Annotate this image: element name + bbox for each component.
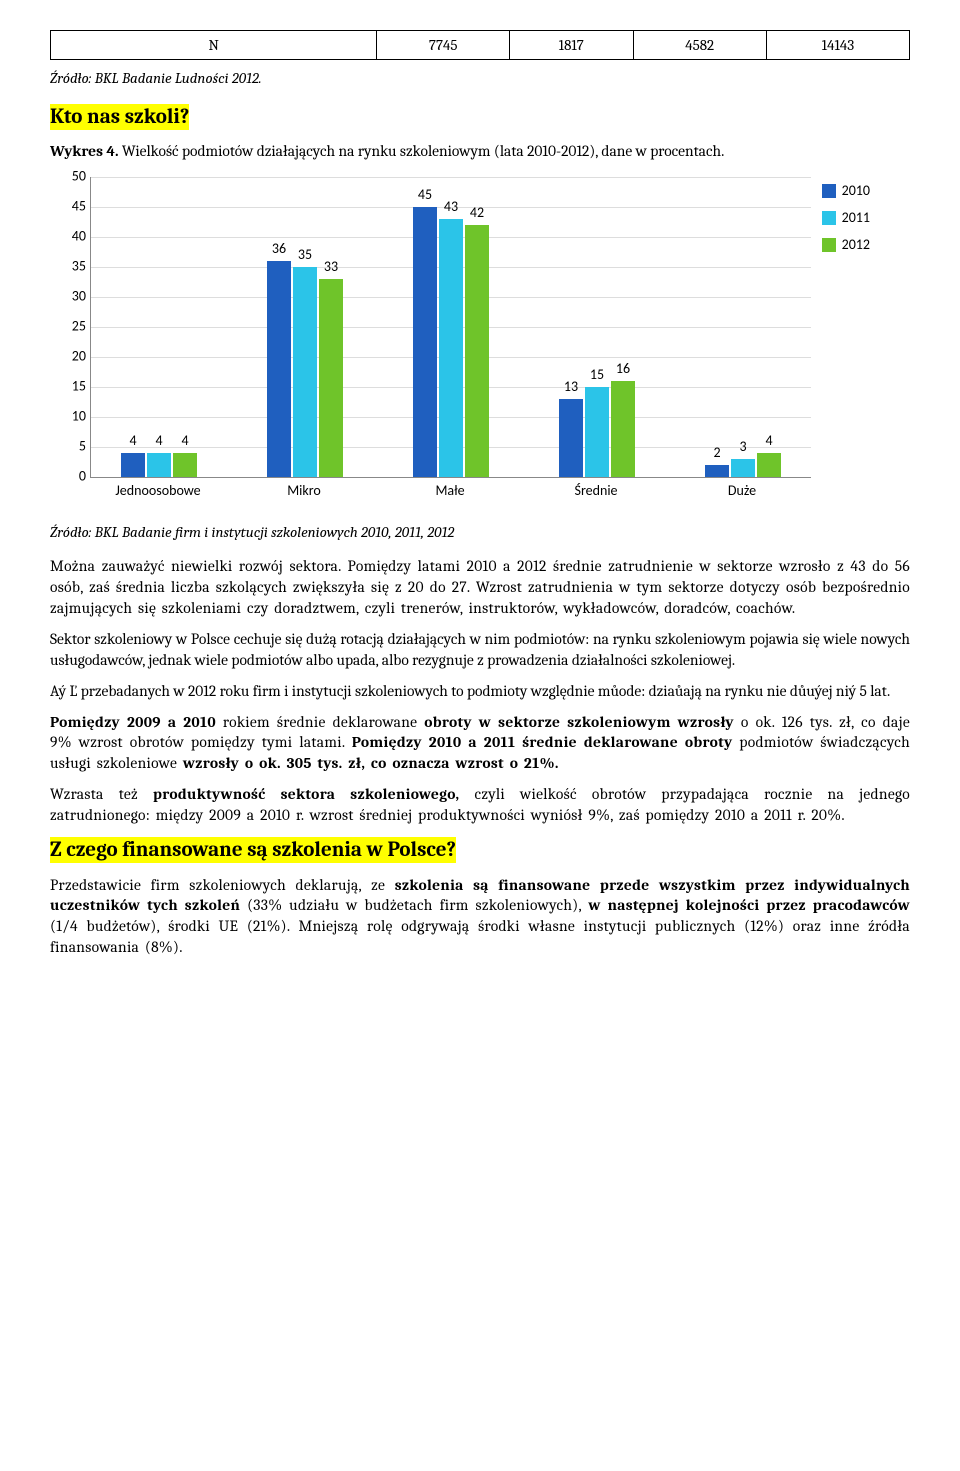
bold-text: produktywność sektora szkoleniowego, bbox=[153, 785, 459, 803]
table-cell: 14143 bbox=[766, 31, 909, 60]
chart-bar: 42 bbox=[465, 225, 489, 477]
chart-ytick: 0 bbox=[50, 467, 86, 486]
legend-swatch bbox=[822, 238, 836, 252]
source-note: Źródło: BKL Badanie firm i instytucji sz… bbox=[50, 522, 910, 542]
chart-bar-label: 42 bbox=[465, 204, 489, 223]
chart-ytick: 20 bbox=[50, 347, 86, 366]
chart-bar-label: 35 bbox=[293, 246, 317, 265]
chart-bar: 35 bbox=[293, 267, 317, 477]
chart-bar: 3 bbox=[731, 459, 755, 477]
chart-bar: 16 bbox=[611, 381, 635, 477]
chart-ytick: 5 bbox=[50, 437, 86, 456]
table-row: N 7745 1817 4582 14143 bbox=[51, 31, 910, 60]
chart-ytick: 25 bbox=[50, 317, 86, 336]
legend-label: 2012 bbox=[842, 236, 870, 255]
text-span: (1/4 budżetów), środki UE (21%). Mniejsz… bbox=[50, 917, 910, 956]
body-paragraph: Wzrasta też produktywność sektora szkole… bbox=[50, 784, 910, 826]
body-paragraph: Można zauważyć niewielki rozwój sektora.… bbox=[50, 556, 910, 619]
chart-bar-label: 16 bbox=[611, 360, 635, 379]
chart-bar-label: 3 bbox=[731, 438, 755, 457]
chart-ytick: 15 bbox=[50, 377, 86, 396]
chart-bar-label: 4 bbox=[121, 432, 145, 451]
chart-legend-item: 2010 bbox=[822, 182, 870, 201]
section-heading: Kto nas szkoli? bbox=[50, 103, 910, 131]
text-span: Przedstawicie firm szkoleniowych deklaru… bbox=[50, 876, 395, 894]
table-cell: 7745 bbox=[377, 31, 510, 60]
heading-highlight: Z czego finansowane są szkolenia w Polsc… bbox=[50, 837, 456, 863]
legend-label: 2011 bbox=[842, 209, 870, 228]
chart-bar-label: 4 bbox=[147, 432, 171, 451]
chart-category-label: Duże bbox=[728, 482, 756, 501]
chart-bar: 2 bbox=[705, 465, 729, 477]
chart-legend: 2010 2011 2012 bbox=[822, 182, 870, 263]
chart-bar: 4 bbox=[121, 453, 145, 477]
chart-bar: 43 bbox=[439, 219, 463, 477]
table-label: N bbox=[51, 31, 377, 60]
legend-label: 2010 bbox=[842, 182, 870, 201]
caption-prefix: Wykres 4. bbox=[50, 142, 119, 160]
text-span: Wzrasta też bbox=[50, 785, 153, 803]
chart-plot-area: 444363533454342131516234 bbox=[90, 177, 811, 478]
chart-bar-label: 33 bbox=[319, 258, 343, 277]
chart-category-label: Średnie bbox=[575, 482, 618, 501]
chart-legend-item: 2011 bbox=[822, 209, 870, 228]
chart-ytick: 45 bbox=[50, 197, 86, 216]
chart-bar: 4 bbox=[147, 453, 171, 477]
chart-ytick: 30 bbox=[50, 287, 86, 306]
chart-legend-item: 2012 bbox=[822, 236, 870, 255]
chart-bar-label: 15 bbox=[585, 366, 609, 385]
body-paragraph: Przedstawicie firm szkoleniowych deklaru… bbox=[50, 875, 910, 959]
bold-text: w następnej kolejności przez pracodawców bbox=[588, 896, 910, 914]
body-paragraph: Aý Ľ przebadanych w 2012 roku firm i ins… bbox=[50, 681, 910, 702]
chart-bar-label: 45 bbox=[413, 186, 437, 205]
text-span: (33% udziału w budżetach firm szkoleniow… bbox=[240, 896, 588, 914]
chart-bar: 4 bbox=[757, 453, 781, 477]
chart-bar: 36 bbox=[267, 261, 291, 477]
chart-bar: 4 bbox=[173, 453, 197, 477]
bold-text: wzrosły o ok. 305 tys. zł, co oznacza wz… bbox=[183, 754, 559, 772]
chart-bar: 13 bbox=[559, 399, 583, 477]
chart-ytick: 50 bbox=[50, 167, 86, 186]
bar-chart: 444363533454342131516234 201020112012 05… bbox=[50, 172, 870, 502]
table-cell: 4582 bbox=[633, 31, 766, 60]
chart-bar-label: 2 bbox=[705, 444, 729, 463]
chart-category-label: Mikro bbox=[287, 482, 321, 501]
chart-bar: 45 bbox=[413, 207, 437, 477]
data-table: N 7745 1817 4582 14143 bbox=[50, 30, 910, 60]
chart-bar-label: 4 bbox=[757, 432, 781, 451]
bold-text: Pomiędzy 2009 a 2010 bbox=[50, 713, 216, 731]
bold-text: obroty w sektorze szkoleniowym wzrosły bbox=[424, 713, 734, 731]
caption-text: Wielkość podmiotów działających na rynku… bbox=[119, 142, 725, 160]
body-paragraph: Sektor szkoleniowy w Polsce cechuje się … bbox=[50, 629, 910, 671]
chart-bar-label: 36 bbox=[267, 240, 291, 259]
source-note: Źródło: BKL Badanie Ludności 2012. bbox=[50, 68, 910, 88]
legend-swatch bbox=[822, 211, 836, 225]
legend-swatch bbox=[822, 184, 836, 198]
chart-category-label: Jednoosobowe bbox=[115, 482, 200, 501]
chart-bar: 33 bbox=[319, 279, 343, 477]
section-heading: Z czego finansowane są szkolenia w Polsc… bbox=[50, 836, 910, 864]
chart-ytick: 35 bbox=[50, 257, 86, 276]
heading-highlight: Kto nas szkoli? bbox=[50, 104, 189, 130]
chart-ytick: 40 bbox=[50, 227, 86, 246]
chart-gridline bbox=[91, 177, 811, 178]
chart-ytick: 10 bbox=[50, 407, 86, 426]
chart-category-label: Małe bbox=[435, 482, 464, 501]
text-span: rokiem średnie deklarowane bbox=[216, 713, 424, 731]
chart-bar-label: 43 bbox=[439, 198, 463, 217]
chart-bar-label: 4 bbox=[173, 432, 197, 451]
chart-bar-label: 13 bbox=[559, 378, 583, 397]
body-paragraph: Pomiędzy 2009 a 2010 rokiem średnie dekl… bbox=[50, 712, 910, 775]
table-cell: 1817 bbox=[510, 31, 633, 60]
chart-bar: 15 bbox=[585, 387, 609, 477]
chart-caption: Wykres 4. Wielkość podmiotów działającyc… bbox=[50, 141, 910, 162]
bold-text: Pomiędzy 2010 a 2011 średnie deklarowane… bbox=[352, 733, 733, 751]
